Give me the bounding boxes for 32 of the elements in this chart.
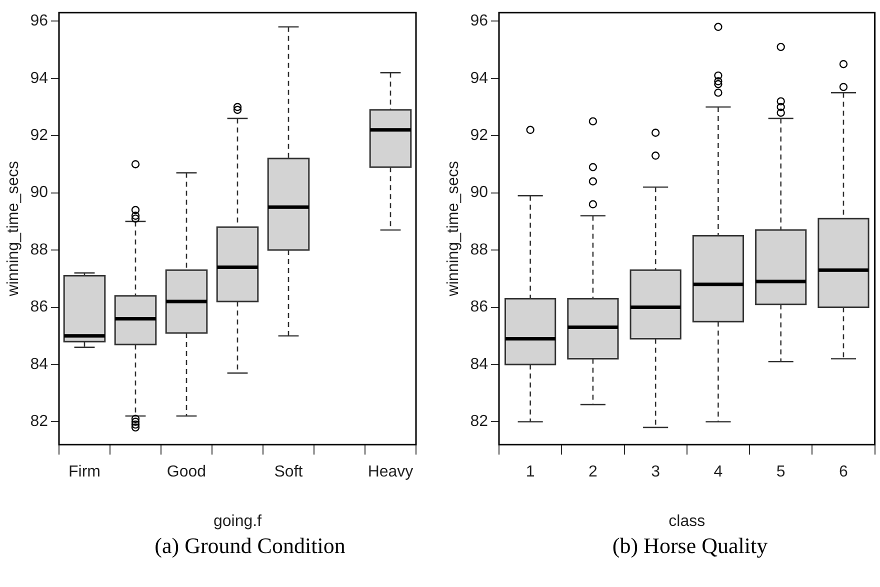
y-tick-label: 82	[470, 413, 488, 430]
y-axis-title: winning_time_secs	[5, 161, 22, 298]
x-tick-label: 5	[776, 464, 786, 481]
x-tick-label: Heavy	[368, 464, 414, 481]
x-tick-label: Firm	[68, 464, 100, 481]
text: (b) Horse Quality	[611, 533, 769, 559]
y-tick-label: 96	[470, 12, 488, 30]
y-axis-title: winning_time_secs	[445, 161, 462, 298]
x-tick-label: 1	[526, 464, 535, 481]
x-tick-label: Good	[166, 464, 206, 481]
y-tick-label: 86	[30, 298, 48, 316]
x-axis-title: class	[668, 512, 706, 530]
text: (a) Ground Condition	[154, 533, 346, 559]
y-tick-label: 88	[30, 241, 48, 258]
y-tick-label: 92	[30, 127, 48, 144]
x-tick-label: 2	[588, 464, 598, 481]
y-tick-label: 86	[470, 298, 488, 316]
x-axis-title: going.f	[213, 512, 262, 530]
x-tick-label: 4	[714, 464, 723, 481]
x-tick-label: 3	[651, 464, 660, 481]
y-tick-label: 84	[470, 356, 488, 373]
y-tick-label: 90	[470, 184, 488, 202]
y-tick-label: 94	[30, 70, 48, 87]
y-tick-label: 92	[470, 127, 488, 144]
y-tick-label: 90	[30, 184, 48, 202]
x-tick-label: 6	[839, 464, 848, 481]
y-tick-label: 94	[470, 70, 488, 87]
y-tick-label: 88	[470, 241, 488, 258]
y-tick-label: 96	[30, 12, 48, 30]
x-tick-label: Soft	[274, 464, 304, 481]
y-tick-label: 82	[30, 413, 48, 430]
y-tick-label: 84	[30, 356, 48, 373]
